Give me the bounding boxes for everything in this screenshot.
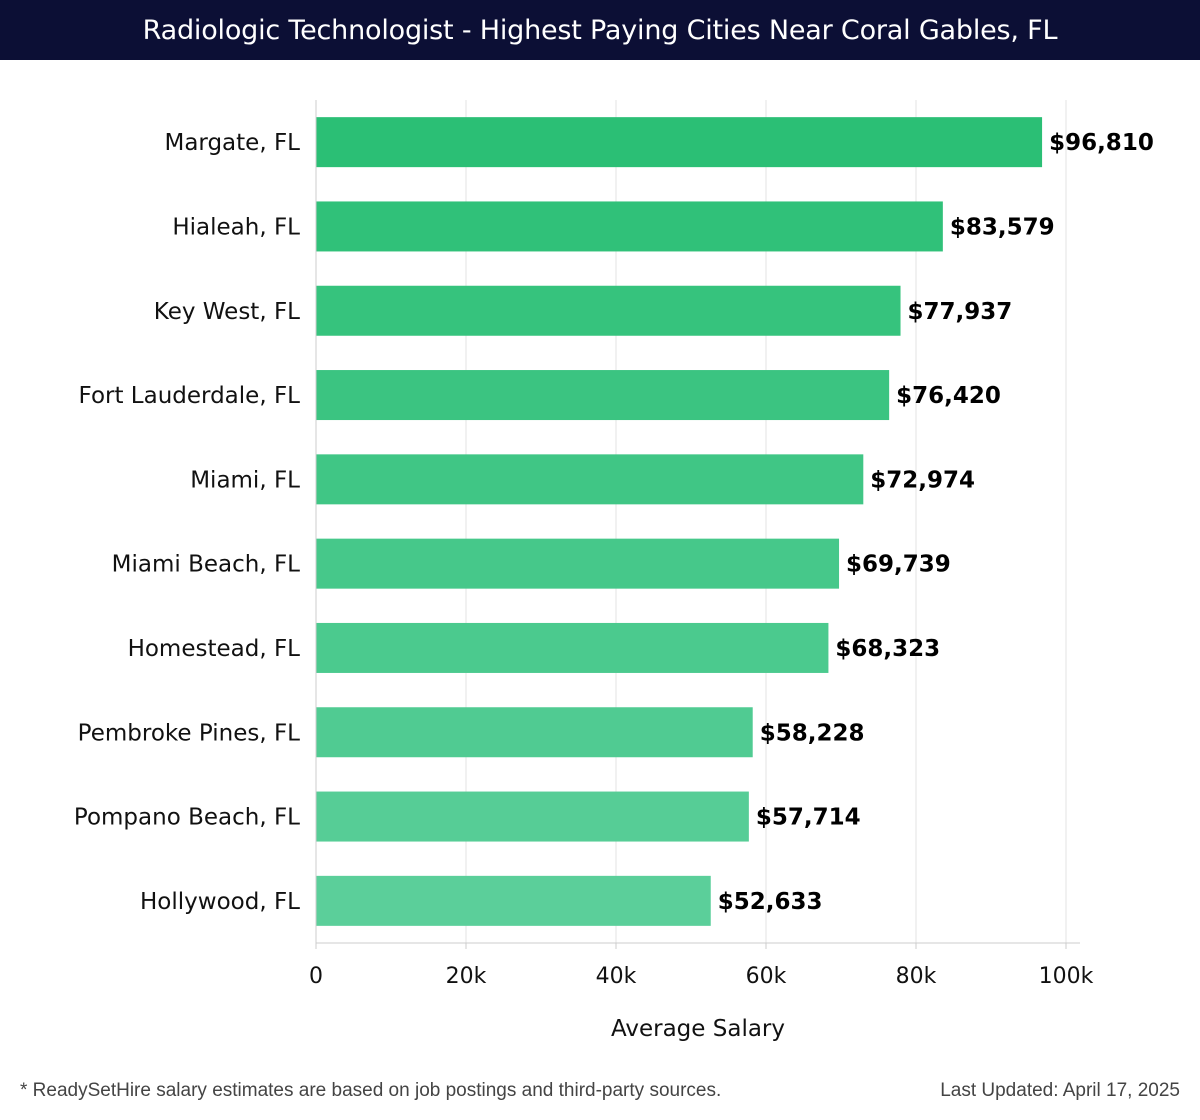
x-tick-label: 20k (446, 964, 487, 989)
footer-note: * ReadySetHire salary estimates are base… (20, 1080, 722, 1101)
x-tick-label: 80k (896, 964, 937, 989)
bar (316, 538, 840, 589)
category-label: Key West, FL (154, 299, 300, 325)
category-label: Miami Beach, FL (112, 552, 301, 578)
value-label: $58,228 (760, 720, 865, 746)
value-label: $69,739 (846, 552, 951, 578)
bar (316, 622, 829, 673)
value-label: $96,810 (1049, 130, 1154, 156)
bar (316, 370, 890, 421)
value-label: $72,974 (870, 467, 975, 493)
value-label: $68,323 (835, 636, 940, 662)
value-label: $76,420 (896, 383, 1001, 409)
bar (316, 791, 749, 842)
x-tick-label: 60k (746, 964, 787, 989)
axes: 0 20k 40k 60k 80k 100k (309, 100, 1094, 989)
value-label: $57,714 (756, 805, 861, 831)
value-label: $77,937 (908, 299, 1013, 325)
bar (316, 875, 711, 926)
bar (316, 285, 901, 336)
last-updated: Last Updated: April 17, 2025 (940, 1080, 1180, 1101)
category-label: Pembroke Pines, FL (78, 720, 301, 746)
bar (316, 117, 1043, 168)
category-label: Pompano Beach, FL (74, 805, 300, 831)
category-label: Homestead, FL (128, 636, 301, 662)
x-tick-label: 40k (596, 964, 637, 989)
category-label: Fort Lauderdale, FL (79, 383, 301, 409)
bar (316, 201, 943, 252)
bar (316, 454, 864, 505)
chart-title: Radiologic Technologist - Highest Paying… (0, 0, 1200, 60)
category-label: Margate, FL (164, 130, 300, 156)
bars: Margate, FL $96,810 Hialeah, FL $83,579 Key … (74, 117, 1154, 926)
x-tick-label: 0 (309, 964, 323, 989)
bar (316, 707, 753, 758)
x-axis-label: Average Salary (611, 1016, 785, 1042)
bar-chart: Margate, FL $96,810 Hialeah, FL $83,579 Key … (74, 100, 1154, 1042)
category-label: Miami, FL (190, 467, 300, 493)
value-label: $52,633 (718, 889, 823, 915)
x-tick-label: 100k (1039, 964, 1094, 989)
category-label: Hialeah, FL (172, 214, 300, 240)
value-label: $83,579 (950, 214, 1055, 240)
category-label: Hollywood, FL (140, 889, 300, 915)
